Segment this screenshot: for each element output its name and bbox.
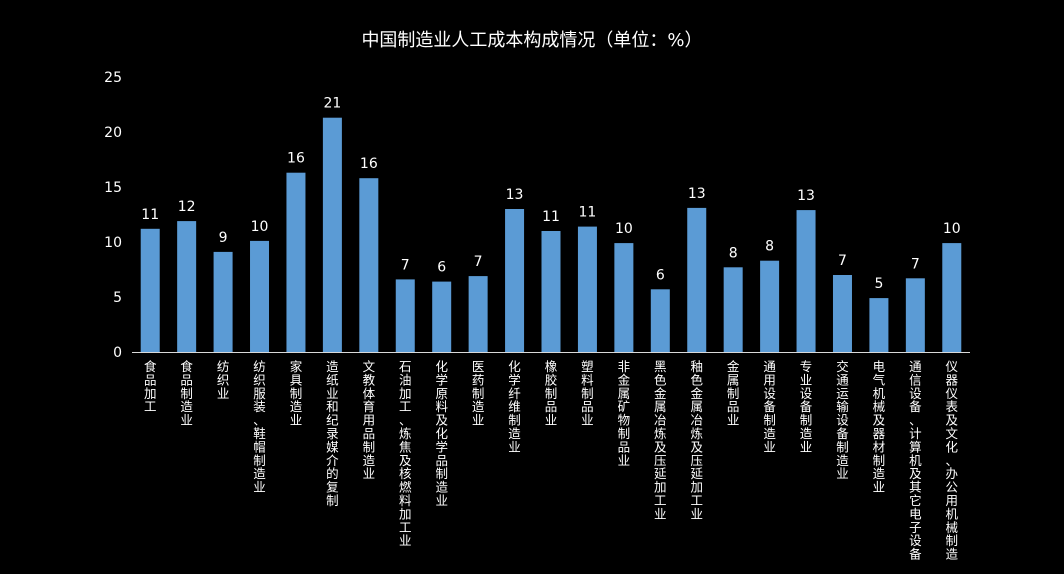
data-label: 8 bbox=[729, 245, 738, 261]
bar bbox=[432, 281, 452, 352]
bar bbox=[286, 172, 306, 352]
bar bbox=[140, 228, 160, 352]
data-label: 6 bbox=[437, 260, 446, 276]
x-axis: 食品加工 食品制造业 纺织业 纺织服装、鞋帽制造业 家具制造业 造纸业和纪录媒介的复制 文教… bbox=[132, 352, 970, 562]
data-label: 21 bbox=[323, 96, 341, 112]
bar bbox=[468, 276, 488, 352]
bar bbox=[213, 251, 233, 352]
chart-title: 中国制造业人工成本构成情况（单位：%） bbox=[361, 30, 702, 51]
bars bbox=[140, 117, 962, 352]
bar bbox=[723, 267, 743, 352]
y-axis: 0 5 10 15 20 25 bbox=[104, 70, 122, 361]
bar bbox=[832, 275, 852, 352]
bar bbox=[177, 221, 197, 352]
bar bbox=[541, 231, 561, 352]
x-tick-label: 专业设备制造业 bbox=[800, 359, 813, 454]
data-label: 16 bbox=[287, 151, 305, 167]
data-label: 7 bbox=[474, 254, 483, 270]
x-tick-label: 塑料制品业 bbox=[581, 359, 594, 428]
x-tick-label: 橡胶制品业 bbox=[545, 359, 558, 428]
data-label: 12 bbox=[178, 199, 196, 215]
x-tick-label: 化学原料及化学品制造业 bbox=[435, 359, 448, 508]
data-label: 10 bbox=[943, 221, 961, 237]
bar bbox=[760, 260, 780, 352]
data-label: 5 bbox=[874, 276, 883, 292]
bar bbox=[322, 117, 342, 352]
data-label: 11 bbox=[542, 209, 560, 225]
bar bbox=[359, 178, 379, 352]
data-label: 10 bbox=[615, 221, 633, 237]
x-tick-label: 纺织业 bbox=[217, 359, 230, 401]
x-tick-label: 文教体育用品制造业 bbox=[363, 359, 376, 481]
y-tick-label: 15 bbox=[104, 180, 122, 196]
x-tick-label: 食品制造业 bbox=[180, 359, 193, 428]
bar bbox=[505, 209, 525, 352]
y-tick-label: 10 bbox=[104, 235, 122, 251]
y-tick-label: 20 bbox=[104, 125, 122, 141]
x-tick-label: 金属制品业 bbox=[727, 359, 740, 428]
data-label: 8 bbox=[765, 239, 774, 255]
x-tick-label: 黑色金属冶炼及压延加工业 bbox=[654, 359, 667, 521]
data-label: 7 bbox=[401, 257, 410, 273]
x-tick-label: 家具制造业 bbox=[290, 359, 303, 428]
bar bbox=[614, 243, 634, 352]
x-tick-label: 造纸业和纪录媒介的复制 bbox=[326, 359, 339, 508]
y-tick-label: 5 bbox=[113, 290, 122, 306]
bar bbox=[869, 298, 889, 352]
data-label: 13 bbox=[797, 188, 815, 204]
bar bbox=[250, 240, 270, 352]
bar bbox=[395, 279, 415, 352]
bar bbox=[905, 278, 925, 352]
x-tick-label: 通信设备、计算机及其它电子设备 bbox=[909, 359, 922, 562]
bar bbox=[650, 289, 670, 352]
data-label: 7 bbox=[838, 253, 847, 269]
x-tick-label: 医药制造业 bbox=[472, 359, 485, 428]
data-label: 11 bbox=[579, 205, 597, 221]
x-tick-label: 电气机械及器材制造业 bbox=[873, 359, 886, 495]
x-tick-label: 仪器仪表及文化、办公用机械制造 bbox=[946, 359, 959, 562]
x-tick-label: 釉色金属冶炼及压延加工业 bbox=[690, 359, 703, 521]
bar bbox=[796, 210, 816, 352]
bar bbox=[942, 243, 962, 352]
x-tick-label: 化学纤维制造业 bbox=[508, 359, 521, 454]
x-tick-label: 交通运输设备制造业 bbox=[836, 359, 849, 481]
data-label: 10 bbox=[251, 219, 269, 235]
x-tick-label: 纺织服装、鞋帽制造业 bbox=[253, 359, 266, 495]
y-tick-label: 0 bbox=[113, 345, 122, 361]
data-label: 6 bbox=[656, 267, 665, 283]
data-labels: 11 12 9 10 16 21 16 7 6 7 13 11 11 10 6 13 8 8 13 7 5 7 10 bbox=[141, 96, 960, 292]
bar bbox=[577, 226, 597, 352]
y-tick-label: 25 bbox=[104, 70, 122, 86]
data-label: 16 bbox=[360, 156, 378, 172]
data-label: 7 bbox=[911, 256, 920, 272]
x-tick-label: 食品加工 bbox=[144, 359, 157, 414]
x-tick-label: 通用设备制造业 bbox=[763, 359, 776, 454]
data-label: 11 bbox=[141, 207, 159, 223]
data-label: 13 bbox=[506, 187, 524, 203]
bar bbox=[687, 207, 707, 352]
data-label: 13 bbox=[688, 186, 706, 202]
data-label: 9 bbox=[219, 230, 228, 246]
x-tick-label: 石油加工、炼焦及核燃料加工业 bbox=[399, 359, 412, 548]
x-tick-label: 非金属矿物制品业 bbox=[618, 359, 631, 468]
